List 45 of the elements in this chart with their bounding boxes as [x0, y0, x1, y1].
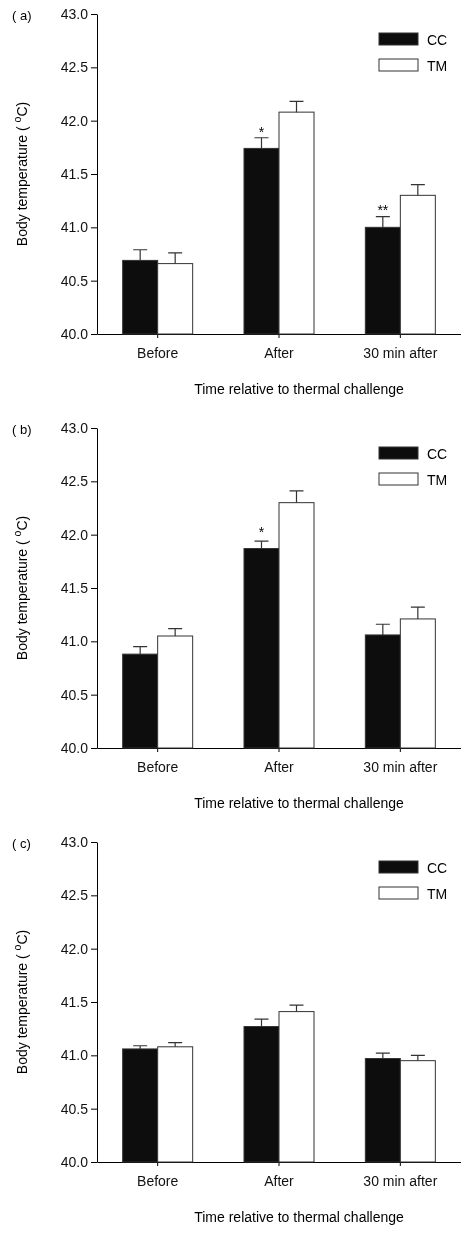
x-tick-label: 30 min after [363, 344, 438, 361]
y-tick-label: 42.5 [60, 887, 89, 904]
y-tick-label: 43.0 [60, 419, 89, 436]
y-tick-label: 40.5 [60, 272, 89, 289]
x-tick-label: Before [137, 344, 179, 361]
x-axis-title: Time relative to thermal challenge [194, 1209, 404, 1225]
legend-label: CC [427, 860, 448, 876]
x-tick-label: After [264, 758, 295, 775]
chart-title: ( b) [12, 422, 32, 437]
legend-label: TM [427, 472, 448, 488]
y-tick-label: 42.0 [60, 940, 89, 957]
annotation: ** [377, 202, 389, 219]
y-tick-label: 43.0 [60, 833, 89, 850]
legend-label: CC [427, 32, 448, 48]
y-tick-label: 40.0 [60, 1153, 89, 1170]
x-tick-label: Before [137, 758, 179, 775]
y-tick-label: 41.5 [60, 165, 89, 182]
x-tick-label: Before [137, 1172, 179, 1189]
y-tick-label: 41.0 [60, 633, 89, 650]
legend-label: CC [427, 446, 448, 462]
x-tick-label: 30 min after [363, 1172, 438, 1189]
legend-label: TM [427, 58, 448, 74]
y-tick-label: 40.5 [60, 686, 89, 703]
y-tick-label: 41.0 [60, 219, 89, 236]
x-tick-label: 30 min after [363, 758, 438, 775]
y-tick-label: 42.5 [60, 473, 89, 490]
x-tick-label: After [264, 1172, 295, 1189]
y-tick-label: 43.0 [60, 5, 89, 22]
y-tick-label: 42.5 [60, 59, 89, 76]
x-axis-title: Time relative to thermal challenge [194, 795, 404, 811]
y-tick-label: 40.0 [60, 739, 89, 756]
annotation: * [258, 124, 265, 141]
y-tick-label: 42.0 [60, 526, 89, 543]
legend-label: TM [427, 886, 448, 902]
y-tick-label: 40.5 [60, 1100, 89, 1117]
y-tick-label: 41.5 [60, 993, 89, 1010]
x-tick-label: After [264, 344, 295, 361]
y-tick-label: 41.0 [60, 1047, 89, 1064]
y-tick-label: 40.0 [60, 325, 89, 342]
chart-title: ( a) [12, 8, 32, 23]
chart-title: ( c) [12, 836, 31, 851]
y-tick-label: 41.5 [60, 579, 89, 596]
annotation: * [258, 524, 265, 541]
y-tick-label: 42.0 [60, 112, 89, 129]
x-axis-title: Time relative to thermal challenge [194, 381, 404, 397]
